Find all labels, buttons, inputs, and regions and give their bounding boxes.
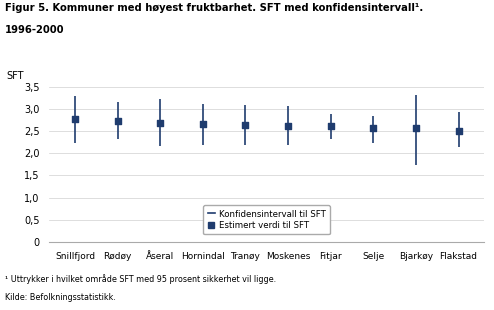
Point xyxy=(284,123,292,128)
Point xyxy=(370,126,377,131)
Text: Kilde: Befolkningsstatistikk.: Kilde: Befolkningsstatistikk. xyxy=(5,293,116,302)
Point xyxy=(71,117,79,122)
Point xyxy=(327,124,334,129)
Text: SFT: SFT xyxy=(6,71,23,81)
Point xyxy=(242,123,249,128)
Point xyxy=(156,120,164,125)
Text: 1996-2000: 1996-2000 xyxy=(5,25,64,35)
Point xyxy=(454,128,462,133)
Text: Figur 5. Kommuner med høyest fruktbarhet. SFT med konfidensintervall¹.: Figur 5. Kommuner med høyest fruktbarhet… xyxy=(5,3,423,13)
Point xyxy=(199,122,207,127)
Text: ¹ Uttrykker i hvilket område SFT med 95 prosent sikkerhet vil ligge.: ¹ Uttrykker i hvilket område SFT med 95 … xyxy=(5,274,276,284)
Point xyxy=(114,118,122,123)
Point xyxy=(412,126,420,131)
Legend: Konfidensintervall til SFT, Estimert verdi til SFT: Konfidensintervall til SFT, Estimert ver… xyxy=(204,205,330,234)
